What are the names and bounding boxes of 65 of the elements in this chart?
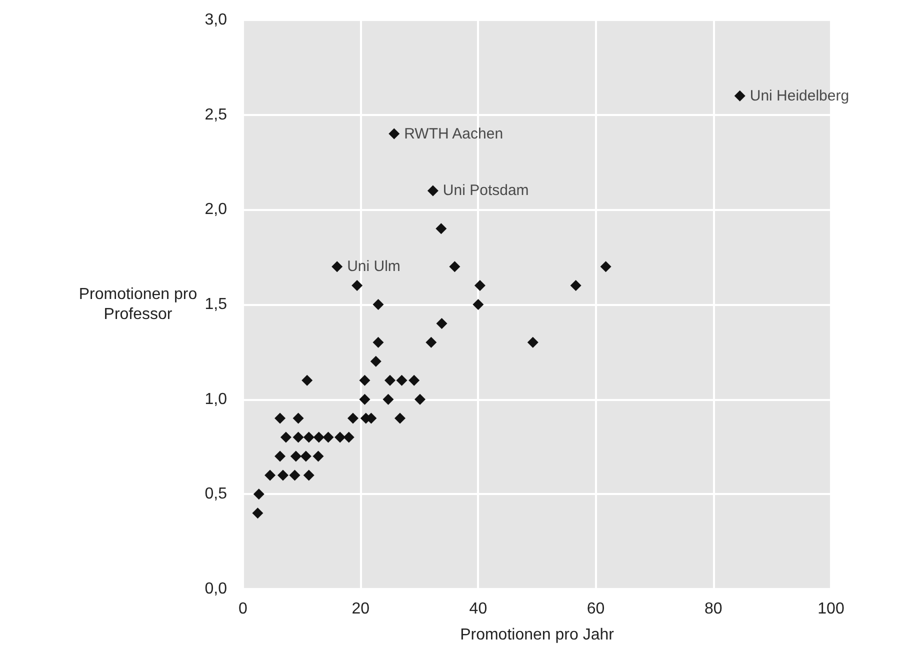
y-axis-title: Promotionen pro Professor: [78, 286, 198, 323]
annotation: Uni Heidelberg: [750, 87, 850, 104]
annotation: Uni Ulm: [347, 258, 400, 276]
point: [289, 470, 300, 481]
point: [414, 394, 426, 405]
point: [436, 318, 448, 329]
y-tick-label: 1,0: [204, 390, 228, 408]
point: [372, 299, 384, 310]
point: [388, 128, 400, 140]
point: [312, 450, 324, 462]
point: [277, 470, 288, 481]
point: [372, 336, 384, 348]
x-tick-label: 100: [818, 600, 844, 618]
x-tick-label: 80: [704, 600, 722, 618]
point: [734, 90, 746, 102]
annotation: Uni Potsdam: [442, 182, 529, 200]
point: [302, 374, 313, 386]
x-axis-title: Promotionen pro Jahr: [460, 626, 615, 644]
point: [332, 261, 343, 272]
point: [427, 185, 438, 196]
point: [292, 432, 304, 443]
y-tick-label: 2,0: [204, 201, 228, 218]
point: [274, 450, 286, 462]
point: [274, 412, 286, 424]
point: [474, 280, 486, 292]
point: [408, 374, 420, 386]
point: [280, 432, 292, 443]
x-tick-label: 20: [352, 600, 370, 618]
point: [303, 470, 314, 481]
y-tick-label: 3,0: [204, 12, 228, 28]
x-tick-label: 40: [469, 600, 488, 618]
point: [472, 299, 484, 310]
point: [252, 508, 264, 519]
point: [300, 450, 312, 462]
point: [384, 374, 396, 386]
annotation: RWTH Aachen: [404, 125, 504, 142]
y-tick-label: 1,5: [204, 296, 228, 313]
point: [313, 432, 324, 443]
point: [359, 374, 370, 386]
point: [527, 336, 538, 348]
point: [449, 261, 460, 272]
point: [570, 280, 582, 292]
x-tick-label: 60: [586, 600, 605, 618]
point: [426, 336, 437, 348]
y-tick-label: 2,5: [204, 106, 228, 124]
y-tick-label: 0,0: [204, 580, 228, 598]
point: [600, 261, 612, 272]
point: [347, 412, 358, 424]
x-tick-label: 0: [238, 600, 248, 618]
point: [343, 432, 354, 443]
point: [352, 280, 363, 292]
point: [290, 450, 302, 462]
point: [334, 432, 346, 443]
point: [264, 470, 276, 481]
point: [396, 374, 408, 386]
point: [253, 488, 264, 500]
point: [322, 432, 334, 443]
y-tick-label: 0,5: [204, 486, 228, 503]
point: [436, 223, 447, 234]
point: [370, 356, 382, 367]
point: [382, 394, 394, 405]
point: [292, 412, 304, 424]
point: [394, 412, 406, 424]
point: [359, 394, 370, 405]
point: [303, 432, 314, 443]
